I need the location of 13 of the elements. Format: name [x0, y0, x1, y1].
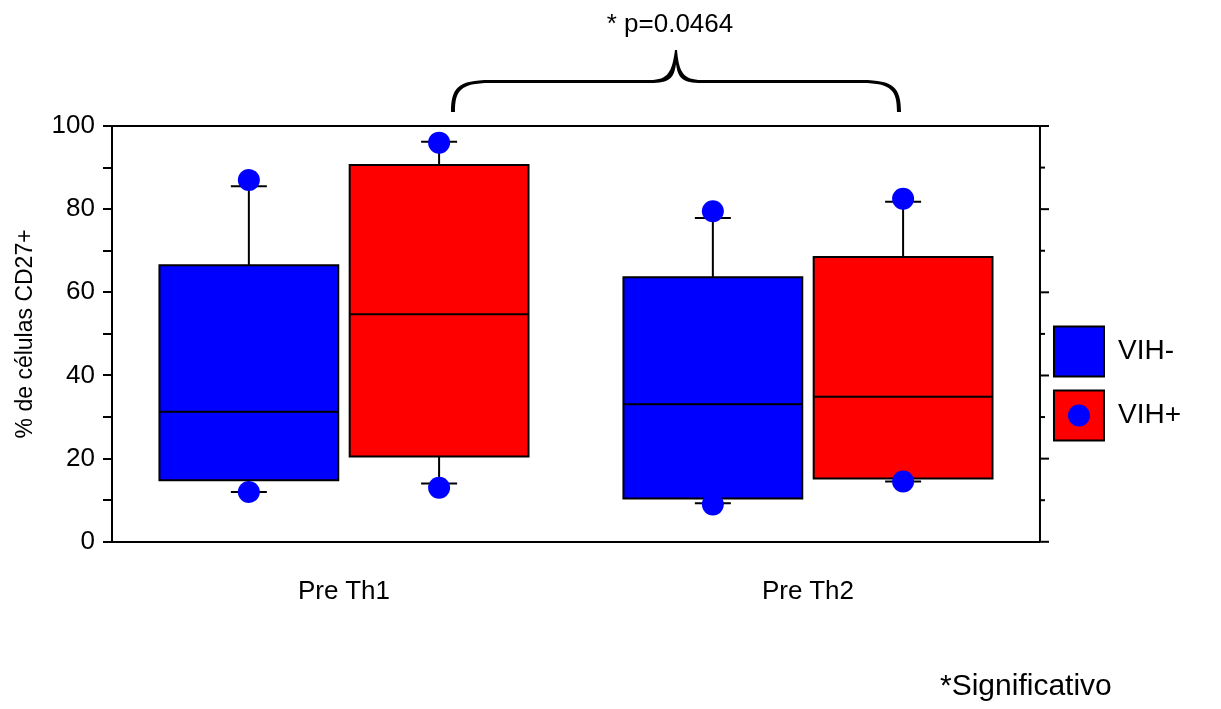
legend-label: VIH+ — [1117, 398, 1181, 430]
y-tick-label: 60 — [66, 275, 95, 306]
legend-label: VIH- — [1117, 334, 1174, 366]
text: * p=0.0464 — [605, 8, 735, 39]
y-tick-label: 80 — [66, 192, 95, 223]
y-tick-label: 0 — [80, 524, 95, 555]
text: *Significativo — [940, 668, 1112, 702]
y-tick-label: 100 — [51, 109, 95, 140]
x-tick-label: Pre Th1 — [297, 574, 390, 605]
x-tick-label: Pre Th2 — [761, 574, 854, 605]
y-tick-label: 40 — [66, 358, 95, 389]
y-axis-title: % de células CD27+ — [11, 229, 38, 439]
y-tick-label: 20 — [66, 441, 95, 472]
